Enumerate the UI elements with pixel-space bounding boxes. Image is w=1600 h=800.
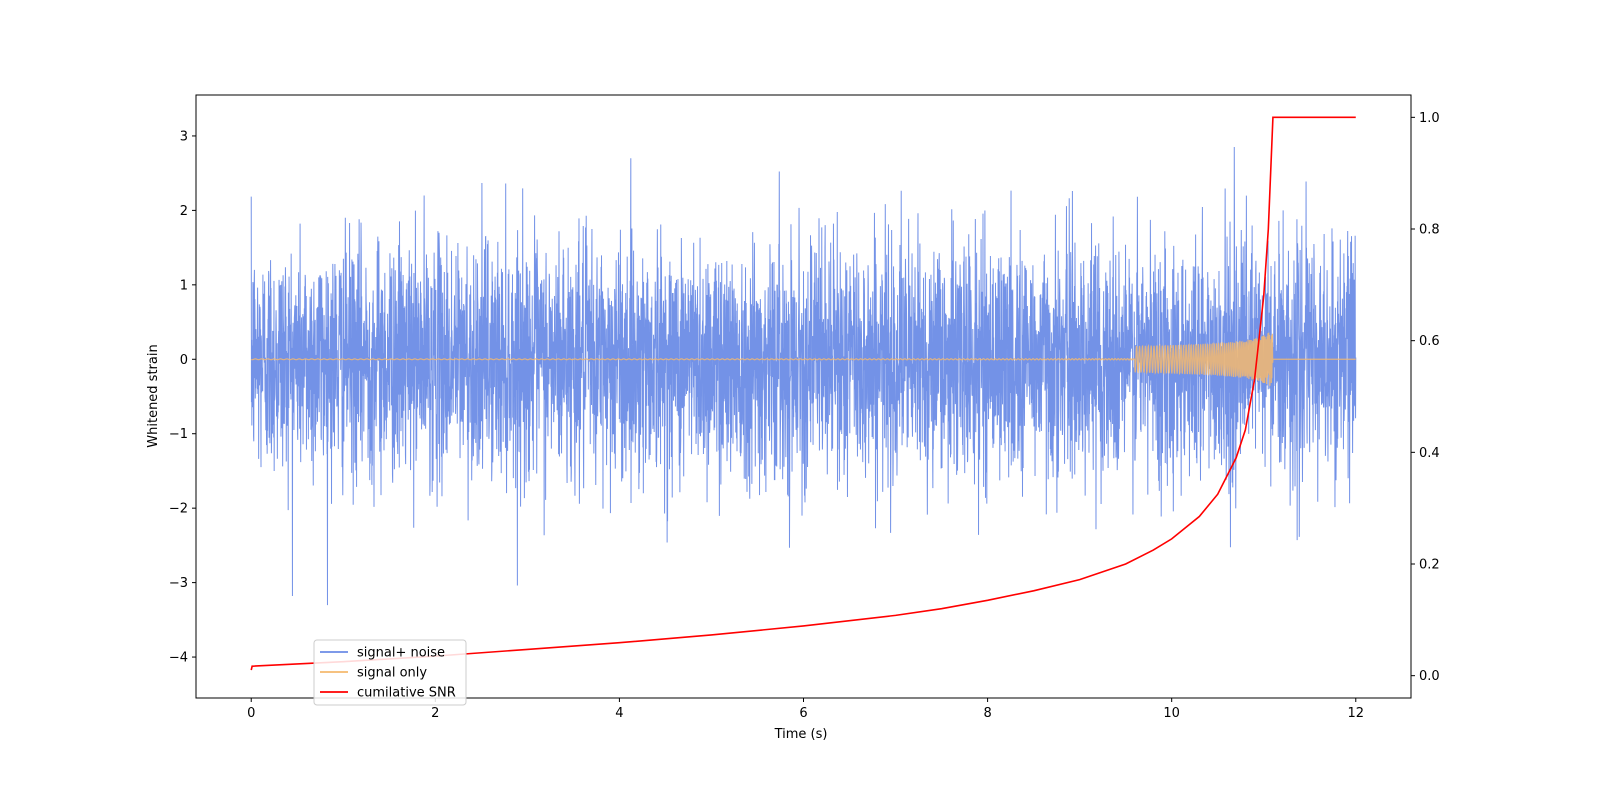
x-tick-label: 0 bbox=[247, 706, 255, 721]
y-tick-label: 2 bbox=[180, 204, 188, 219]
x-tick-label: 8 bbox=[983, 706, 991, 721]
plot-area bbox=[250, 116, 1357, 671]
series-signal-only-line bbox=[251, 332, 1356, 386]
legend-entry-label: cumilative SNR bbox=[357, 686, 456, 701]
y-axis-label: Whitened strain bbox=[146, 344, 161, 447]
legend: signal+ noise signal only cumilative SNR bbox=[313, 639, 467, 706]
x-axis-label: Time (s) bbox=[774, 727, 828, 742]
y-tick-label: −3 bbox=[169, 576, 188, 591]
legend-box bbox=[313, 639, 467, 706]
y-tick-label: 1 bbox=[180, 278, 188, 293]
legend-entry-label: signal only bbox=[357, 666, 427, 681]
series-signal-plus-noise-line bbox=[250, 146, 1357, 606]
y-tick-label: −4 bbox=[169, 651, 188, 666]
x-tick-label: 4 bbox=[615, 706, 623, 721]
x-tick-label: 12 bbox=[1347, 706, 1364, 721]
y2-tick-label: 0.6 bbox=[1419, 334, 1440, 349]
y2-tick-label: 0.2 bbox=[1419, 558, 1440, 573]
y-tick-label: −2 bbox=[169, 502, 188, 517]
series-cumulative-snr-line bbox=[250, 116, 1356, 671]
y2-tick-label: 1.0 bbox=[1419, 111, 1440, 126]
y2-tick-label: 0.8 bbox=[1419, 223, 1440, 238]
x-axis: 0 2 4 6 8 10 12 bbox=[247, 698, 1364, 721]
y-axis-right: 1.0 0.8 0.6 0.4 0.2 0.0 bbox=[1411, 111, 1440, 684]
y-tick-label: 3 bbox=[180, 129, 188, 144]
x-tick-label: 10 bbox=[1163, 706, 1180, 721]
x-tick-label: 6 bbox=[799, 706, 807, 721]
y-tick-label: 0 bbox=[180, 353, 188, 368]
legend-entry-label: signal+ noise bbox=[357, 646, 445, 661]
x-tick-label: 2 bbox=[431, 706, 439, 721]
y2-tick-label: 0.4 bbox=[1419, 446, 1440, 461]
y-axis-left: 3 2 1 0 −1 −2 −3 −4 bbox=[169, 129, 196, 666]
y2-tick-label: 0.0 bbox=[1419, 669, 1440, 684]
y-tick-label: −1 bbox=[169, 427, 188, 442]
